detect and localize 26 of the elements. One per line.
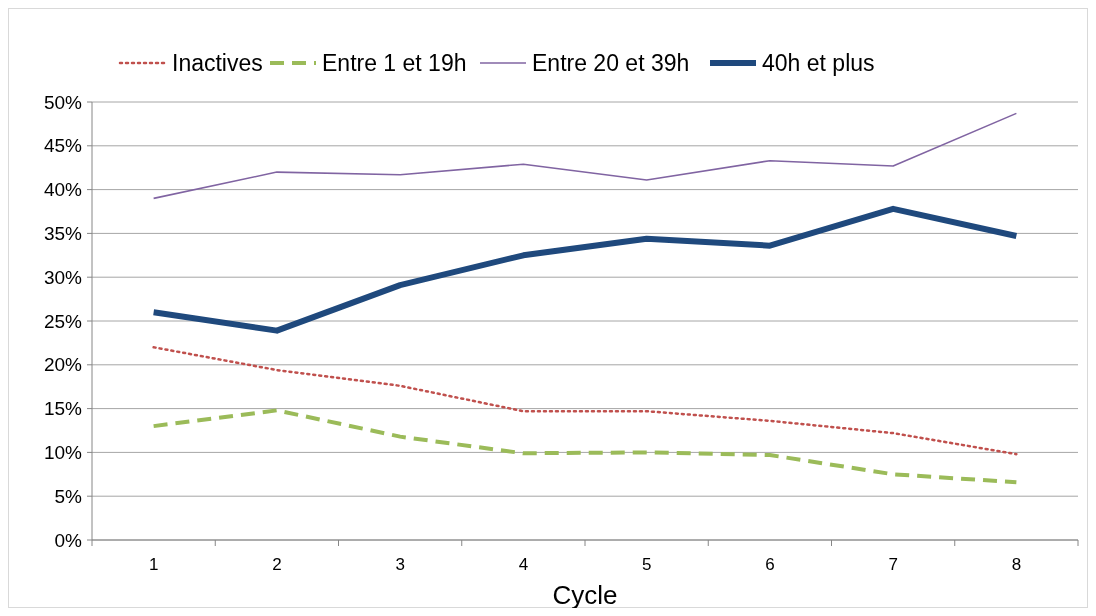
y-tick-label: 30%: [43, 266, 83, 288]
y-tick-label: 0%: [54, 529, 83, 551]
y-tick-label: 50%: [43, 91, 83, 113]
line-series: [152, 112, 1018, 200]
x-tick-label: 1: [148, 555, 159, 574]
x-tick-label: 4: [518, 555, 529, 574]
x-tick-label: 6: [765, 555, 775, 574]
legend-label: 40h et plus: [762, 50, 875, 77]
y-tick-label: 25%: [43, 310, 83, 332]
legend-label: Entre 1 et 19h: [322, 50, 467, 77]
y-tick-label: 45%: [43, 135, 83, 157]
x-tick-label: 7: [888, 555, 898, 574]
y-tick-label: 5%: [54, 485, 83, 507]
line-series: [152, 346, 1018, 456]
y-tick-label: 40%: [43, 179, 83, 201]
y-tick-label: 35%: [43, 223, 83, 245]
y-tick-label: 20%: [43, 354, 83, 376]
x-tick-label: 2: [272, 555, 282, 574]
x-tick-label: 3: [395, 555, 405, 574]
x-tick-label: 5: [641, 555, 652, 574]
x-tick-label: 8: [1011, 555, 1022, 574]
y-tick-label: 15%: [43, 398, 83, 420]
legend-label: Entre 20 et 39h: [532, 50, 690, 77]
line-series: [151, 408, 1019, 485]
y-tick-label: 10%: [43, 442, 83, 464]
legend-label: Inactives: [172, 50, 263, 77]
